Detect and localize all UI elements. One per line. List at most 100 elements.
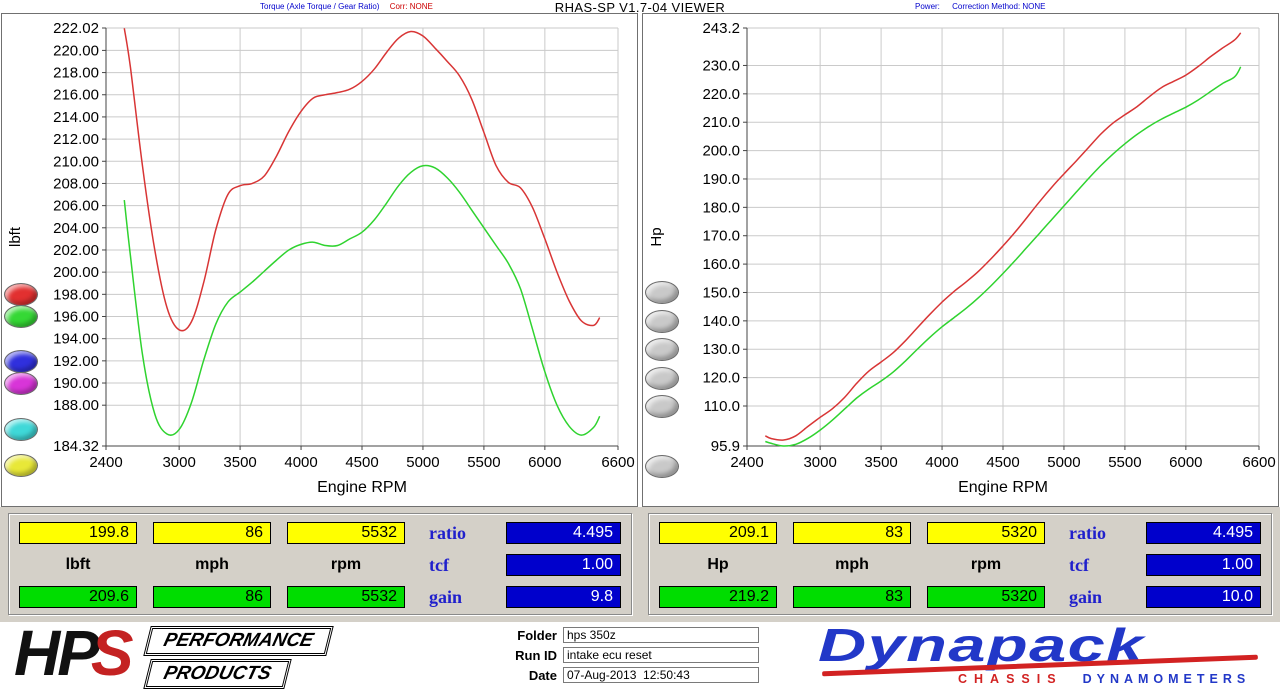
- power-readout-group: 209.1 83 5320 ratio 4.495 Hp mph rpm tcf…: [648, 513, 1272, 615]
- svg-text:5000: 5000: [1047, 454, 1080, 471]
- power-cursor-rpm: 5320: [927, 522, 1045, 544]
- torque-ratio-value: 4.495: [506, 522, 621, 544]
- svg-text:204.00: 204.00: [53, 220, 99, 237]
- svg-text:198.00: 198.00: [53, 286, 99, 303]
- power-tcf-value: 1.00: [1146, 554, 1261, 576]
- run-info-form: Folder Run ID Date: [505, 627, 759, 687]
- hps-wordmark: HPS: [14, 621, 134, 689]
- svg-text:188.00: 188.00: [53, 397, 99, 414]
- power-cursor-value: 209.1: [659, 522, 777, 544]
- hps-performance-label: PERFORMANCE: [142, 626, 334, 656]
- svg-text:210.00: 210.00: [53, 153, 99, 170]
- svg-text:5500: 5500: [467, 454, 500, 471]
- svg-text:5500: 5500: [1108, 454, 1141, 471]
- torque-chart[interactable]: 2400 3000 3500 4000 4500 5000 5500 6000 6600 222.…: [2, 14, 637, 506]
- channel-button-gray-3[interactable]: [645, 338, 679, 361]
- svg-text:5000: 5000: [406, 454, 439, 471]
- svg-text:194.00: 194.00: [53, 331, 99, 348]
- power-gain-value: 10.0: [1146, 586, 1261, 608]
- svg-text:243.2: 243.2: [702, 20, 740, 37]
- readout-area: 199.8 86 5532 ratio 4.495 lbft mph rpm t…: [0, 507, 1280, 622]
- folder-row: Folder: [505, 627, 759, 643]
- svg-text:160.0: 160.0: [702, 256, 740, 273]
- svg-text:150.0: 150.0: [702, 284, 740, 301]
- svg-text:Engine RPM: Engine RPM: [958, 479, 1048, 496]
- svg-text:6600: 6600: [1242, 454, 1275, 471]
- channel-button-green[interactable]: [4, 305, 38, 328]
- channel-button-magenta[interactable]: [4, 372, 38, 395]
- date-input[interactable]: [563, 667, 759, 683]
- svg-text:196.00: 196.00: [53, 308, 99, 325]
- dynapack-dynamometers-label: DYNAMOMETERS: [1082, 672, 1251, 686]
- svg-text:6000: 6000: [528, 454, 561, 471]
- svg-text:212.00: 212.00: [53, 131, 99, 148]
- runid-row: Run ID: [505, 647, 759, 663]
- torque-unit-lbft: lbft: [65, 556, 91, 573]
- svg-text:3000: 3000: [162, 454, 195, 471]
- channel-button-gray-6[interactable]: [645, 455, 679, 478]
- power-chart[interactable]: 2400 3000 3500 4000 4500 5000 5500 6000 6600 243.…: [643, 14, 1278, 506]
- torque-tcf-label: tcf: [429, 554, 449, 575]
- power-unit-rpm: rpm: [970, 556, 1002, 573]
- torque-readout-group: 199.8 86 5532 ratio 4.495 lbft mph rpm t…: [8, 513, 632, 615]
- hps-products-label: PRODUCTS: [142, 659, 291, 689]
- channel-button-gray-5[interactable]: [645, 395, 679, 418]
- svg-text:140.0: 140.0: [702, 313, 740, 330]
- svg-text:3500: 3500: [864, 454, 897, 471]
- svg-text:130.0: 130.0: [702, 341, 740, 358]
- torque-tcf-value: 1.00: [506, 554, 621, 576]
- channel-button-red[interactable]: [4, 283, 38, 306]
- folder-input[interactable]: [563, 627, 759, 643]
- svg-text:192.00: 192.00: [53, 353, 99, 370]
- svg-text:4500: 4500: [986, 454, 1019, 471]
- folder-label: Folder: [517, 627, 557, 643]
- svg-text:230.0: 230.0: [702, 57, 740, 74]
- channel-button-yellow[interactable]: [4, 454, 38, 477]
- svg-text:120.0: 120.0: [702, 370, 740, 387]
- svg-text:216.00: 216.00: [53, 87, 99, 104]
- svg-text:222.02: 222.02: [53, 20, 99, 37]
- footer: HPS PERFORMANCE PRODUCTS Folder Run ID D…: [0, 621, 1280, 689]
- hps-logo: HPS PERFORMANCE PRODUCTS: [14, 621, 334, 689]
- dynapack-subtitle: CHASSIS DYNAMOMETERS: [958, 672, 1250, 686]
- power-tcf-label: tcf: [1069, 554, 1089, 575]
- power-gain-label: gain: [1069, 586, 1103, 607]
- svg-text:206.00: 206.00: [53, 198, 99, 215]
- svg-text:180.0: 180.0: [702, 199, 740, 216]
- svg-text:3000: 3000: [803, 454, 836, 471]
- svg-text:220.00: 220.00: [53, 42, 99, 59]
- torque-correction-label: Corr: NONE: [389, 2, 433, 11]
- svg-text:4500: 4500: [345, 454, 378, 471]
- power-header-label: Power:: [915, 2, 940, 11]
- power-run2-rpm: 5320: [927, 586, 1045, 608]
- channel-button-gray-2[interactable]: [645, 310, 679, 333]
- torque-header-label: Torque (Axle Torque / Gear Ratio): [260, 2, 380, 11]
- channel-button-cyan[interactable]: [4, 418, 38, 441]
- torque-cursor-value: 199.8: [19, 522, 137, 544]
- power-ratio-label: ratio: [1069, 522, 1106, 543]
- torque-chart-header: Torque (Axle Torque / Gear Ratio) Corr: …: [260, 2, 433, 11]
- svg-text:202.00: 202.00: [53, 242, 99, 259]
- svg-text:6600: 6600: [601, 454, 634, 471]
- channel-button-gray-4[interactable]: [645, 367, 679, 390]
- power-channel-buttons: [643, 14, 1278, 506]
- svg-text:184.32: 184.32: [53, 438, 99, 455]
- power-run2-mph: 83: [793, 586, 911, 608]
- power-unit-hp: Hp: [707, 556, 729, 573]
- torque-ratio-label: ratio: [429, 522, 466, 543]
- power-run2-value: 219.2: [659, 586, 777, 608]
- torque-run2-rpm: 5532: [287, 586, 405, 608]
- svg-text:110.0: 110.0: [704, 398, 740, 415]
- svg-text:4000: 4000: [925, 454, 958, 471]
- date-row: Date: [505, 667, 759, 683]
- svg-text:3500: 3500: [223, 454, 256, 471]
- hps-letter-s: S: [90, 617, 134, 689]
- torque-cursor-rpm: 5532: [287, 522, 405, 544]
- runid-input[interactable]: [563, 647, 759, 663]
- channel-button-gray-1[interactable]: [645, 281, 679, 304]
- power-unit-mph: mph: [835, 556, 869, 573]
- power-correction-label: Correction Method: NONE: [952, 2, 1046, 11]
- channel-button-blue[interactable]: [4, 350, 38, 373]
- svg-text:210.0: 210.0: [702, 114, 740, 131]
- hps-taglines: PERFORMANCE PRODUCTS: [142, 626, 334, 689]
